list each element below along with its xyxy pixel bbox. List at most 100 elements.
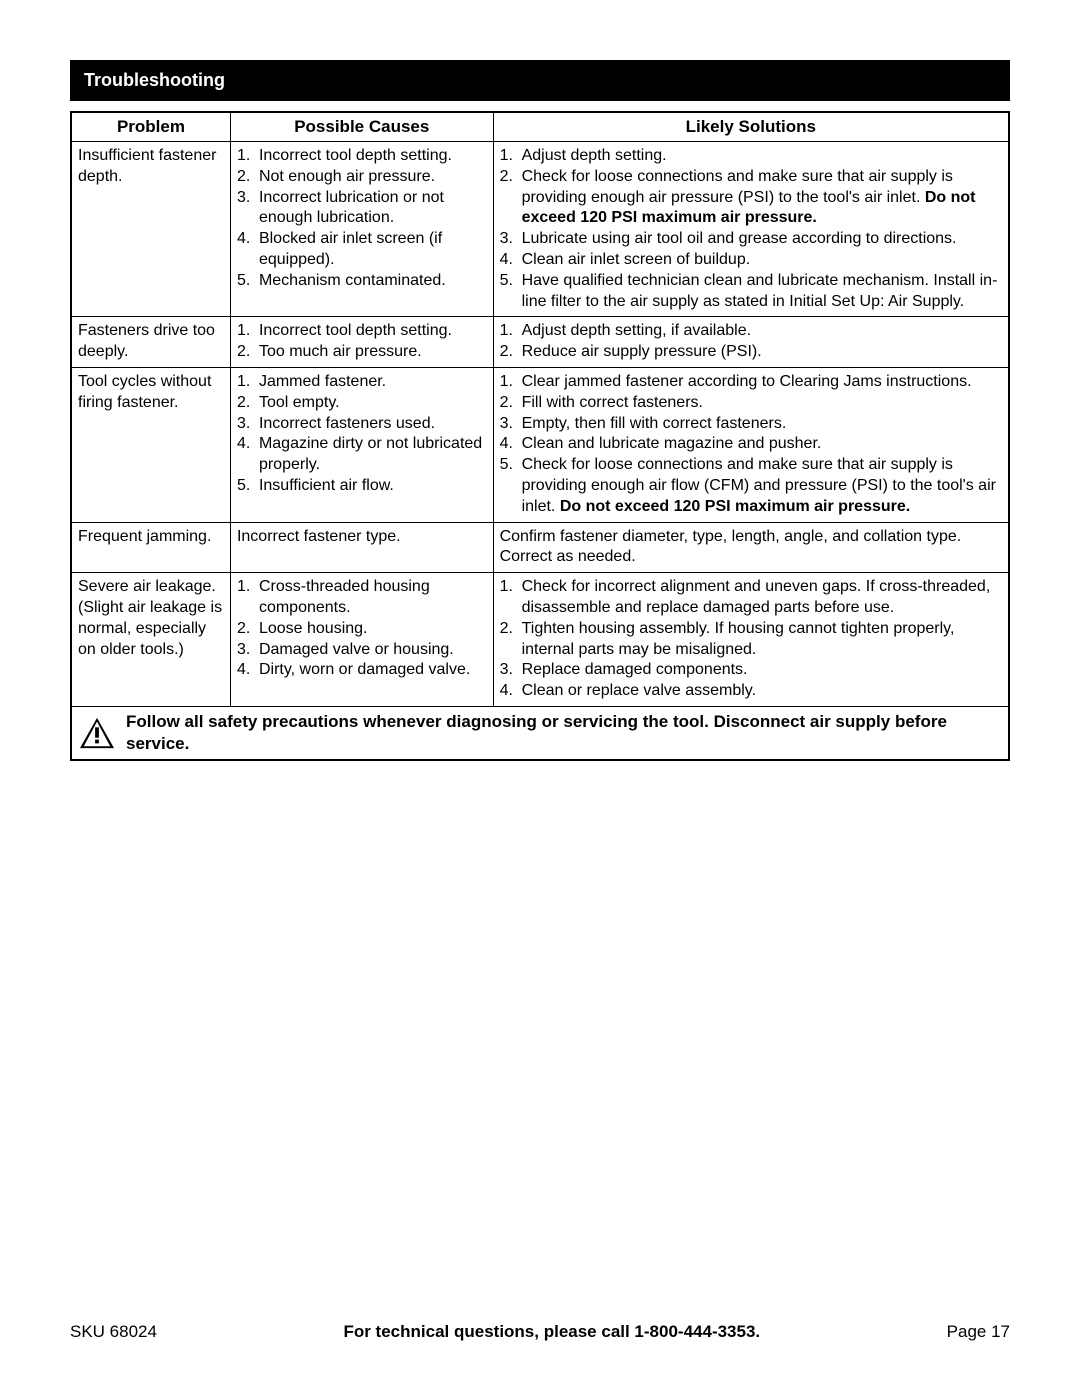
list-number: 3. <box>237 414 259 435</box>
list-number: 5. <box>237 271 259 292</box>
causes-cell: 1.Cross-threaded housing components.2.Lo… <box>230 573 493 707</box>
list-body: Not enough air pressure. <box>259 167 487 188</box>
list-number: 1. <box>237 321 259 342</box>
list-number: 1. <box>500 577 522 598</box>
list-body: Lubricate using air tool oil and grease … <box>522 229 1002 250</box>
page-footer: SKU 68024 For technical questions, pleas… <box>70 1322 1010 1342</box>
list-body: Incorrect lubrication or not enough lubr… <box>259 188 487 230</box>
list-item: 2.Check for loose connections and make s… <box>500 167 1002 229</box>
list-number: 3. <box>237 188 259 209</box>
header-solutions: Likely Solutions <box>493 112 1009 142</box>
list-body: Clear jammed fastener according to Clear… <box>522 372 1002 393</box>
list-body: Dirty, worn or damaged valve. <box>259 660 487 681</box>
list-body: Damaged valve or housing. <box>259 640 487 661</box>
list-item: 2.Tool empty. <box>237 393 487 414</box>
table-row: Severe air leakage. (Slight air leakage … <box>71 573 1009 707</box>
list-number: 2. <box>237 619 259 640</box>
list-number: 3. <box>500 414 522 435</box>
footer-page: Page 17 <box>947 1322 1010 1342</box>
warning-icon <box>78 716 116 750</box>
list-body: Reduce air supply pressure (PSI). <box>522 342 1002 363</box>
list-number: 2. <box>237 167 259 188</box>
list-item: 1.Incorrect tool depth setting. <box>237 146 487 167</box>
list-body: Fill with correct fasteners. <box>522 393 1002 414</box>
list-number: 5. <box>500 271 522 292</box>
list-number: 2. <box>500 393 522 414</box>
list-body: Check for loose connections and make sur… <box>522 455 1002 517</box>
list-number: 2. <box>237 342 259 363</box>
list-body: Adjust depth setting. <box>522 146 1002 167</box>
list-item: 2.Reduce air supply pressure (PSI). <box>500 342 1002 363</box>
table-header-row: Problem Possible Causes Likely Solutions <box>71 112 1009 142</box>
problem-cell: Frequent jamming. <box>71 522 230 573</box>
list-body: Magazine dirty or not lubricated properl… <box>259 434 487 476</box>
list-number: 4. <box>500 681 522 702</box>
list-item: 4.Magazine dirty or not lubricated prope… <box>237 434 487 476</box>
list-body: Check for incorrect alignment and uneven… <box>522 577 1002 619</box>
list-number: 2. <box>500 342 522 363</box>
list-body: Incorrect tool depth setting. <box>259 321 487 342</box>
list-body: Jammed fastener. <box>259 372 487 393</box>
list-number: 1. <box>237 577 259 598</box>
list-item: 2.Tighten housing assembly. If housing c… <box>500 619 1002 661</box>
list-number: 1. <box>500 321 522 342</box>
list-number: 1. <box>237 372 259 393</box>
warning-cell: Follow all safety precautions whenever d… <box>71 706 1009 760</box>
list-item: 5.Have qualified technician clean and lu… <box>500 271 1002 313</box>
list-number: 3. <box>237 640 259 661</box>
footer-call: For technical questions, please call 1-8… <box>343 1322 760 1342</box>
list-body: Empty, then fill with correct fasteners. <box>522 414 1002 435</box>
list-item: 4.Blocked air inlet screen (if equipped)… <box>237 229 487 271</box>
list-body: Blocked air inlet screen (if equipped). <box>259 229 487 271</box>
list-item: 1.Jammed fastener. <box>237 372 487 393</box>
list-number: 5. <box>500 455 522 476</box>
list-item: 4.Clean or replace valve assembly. <box>500 681 1002 702</box>
list-item: 5.Check for loose connections and make s… <box>500 455 1002 517</box>
list-number: 4. <box>237 660 259 681</box>
list-item: 2.Fill with correct fasteners. <box>500 393 1002 414</box>
list-body: Tool empty. <box>259 393 487 414</box>
header-problem: Problem <box>71 112 230 142</box>
list-body: Loose housing. <box>259 619 487 640</box>
list-number: 4. <box>500 434 522 455</box>
list-item: 3.Incorrect fasteners used. <box>237 414 487 435</box>
list-item: 5.Mechanism contaminated. <box>237 271 487 292</box>
list-item: 4.Clean and lubricate magazine and pushe… <box>500 434 1002 455</box>
list-item: 3.Damaged valve or housing. <box>237 640 487 661</box>
table-row: Insufficient fastener depth.1.Incorrect … <box>71 142 1009 317</box>
list-item: 1.Check for incorrect alignment and unev… <box>500 577 1002 619</box>
list-body: Too much air pressure. <box>259 342 487 363</box>
section-header: Troubleshooting <box>70 60 1010 101</box>
list-item: 1.Clear jammed fastener according to Cle… <box>500 372 1002 393</box>
list-body: Cross-threaded housing components. <box>259 577 487 619</box>
causes-cell: 1.Jammed fastener.2.Tool empty.3.Incorre… <box>230 367 493 522</box>
list-number: 1. <box>237 146 259 167</box>
list-item: 3.Empty, then fill with correct fastener… <box>500 414 1002 435</box>
table-row: Fasteners drive too deeply.1.Incorrect t… <box>71 317 1009 368</box>
list-number: 2. <box>237 393 259 414</box>
problem-cell: Tool cycles without firing fastener. <box>71 367 230 522</box>
list-number: 1. <box>500 146 522 167</box>
list-body: Clean or replace valve assembly. <box>522 681 1002 702</box>
list-number: 3. <box>500 229 522 250</box>
causes-cell: 1.Incorrect tool depth setting.2.Too muc… <box>230 317 493 368</box>
causes-cell: Incorrect fastener type. <box>230 522 493 573</box>
list-item: 3.Incorrect lubrication or not enough lu… <box>237 188 487 230</box>
list-item: 3.Lubricate using air tool oil and greas… <box>500 229 1002 250</box>
list-body: Have qualified technician clean and lubr… <box>522 271 1002 313</box>
warning-text: Follow all safety precautions whenever d… <box>126 711 1002 755</box>
list-number: 2. <box>500 167 522 188</box>
list-body: Incorrect fasteners used. <box>259 414 487 435</box>
list-item: 1.Cross-threaded housing components. <box>237 577 487 619</box>
list-item: 2.Loose housing. <box>237 619 487 640</box>
solutions-cell: 1.Clear jammed fastener according to Cle… <box>493 367 1009 522</box>
list-item: 2.Too much air pressure. <box>237 342 487 363</box>
problem-cell: Fasteners drive too deeply. <box>71 317 230 368</box>
solutions-cell: Confirm fastener diameter, type, length,… <box>493 522 1009 573</box>
list-item: 2.Not enough air pressure. <box>237 167 487 188</box>
list-body: Insufficient air flow. <box>259 476 487 497</box>
list-number: 1. <box>500 372 522 393</box>
footer-sku: SKU 68024 <box>70 1322 157 1342</box>
list-item: 1.Adjust depth setting, if available. <box>500 321 1002 342</box>
problem-cell: Severe air leakage. (Slight air leakage … <box>71 573 230 707</box>
